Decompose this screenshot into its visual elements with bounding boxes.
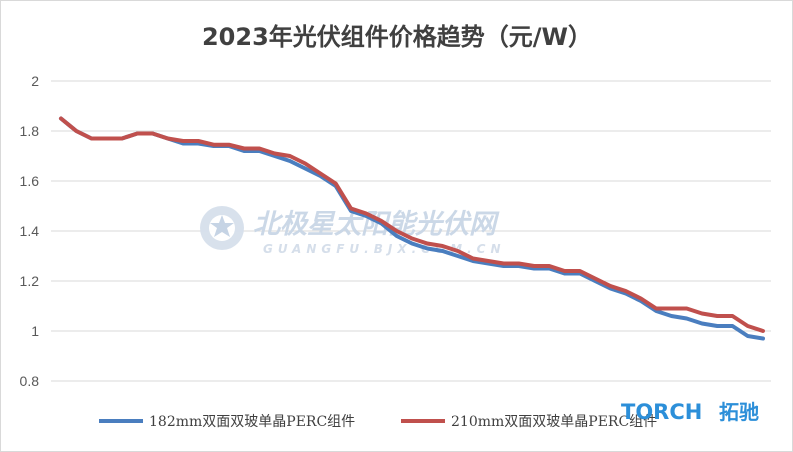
legend-label-182mm: 182mm双面双玻单晶PERC组件 xyxy=(149,414,355,430)
legend-label-210mm: 210mm双面双玻单晶PERC组件 xyxy=(451,414,657,430)
y-tick-label: 1.2 xyxy=(20,273,40,289)
y-axis-ticks: 2 1.8 1.6 1.4 1.2 1 0.8 xyxy=(20,73,40,389)
watermark: 北极星太阳能光伏网 GUANGFU.BJX.COM.CN xyxy=(200,206,506,256)
watermark-main-text: 北极星太阳能光伏网 xyxy=(253,209,500,240)
chart-title: 2023年光伏组件价格趋势（元/W） xyxy=(202,23,592,51)
brand-latin-text: TORCH xyxy=(621,400,702,424)
brand-cjk-text: 拓驰 xyxy=(719,400,759,424)
y-tick-label: 1 xyxy=(31,323,39,339)
y-tick-label: 1.6 xyxy=(20,173,40,189)
gridlines xyxy=(51,80,771,382)
y-tick-label: 1.8 xyxy=(20,123,40,139)
y-tick-label: 1.4 xyxy=(20,223,40,239)
brand-logo: TORCH 拓驰 xyxy=(621,400,759,424)
series-line-210mm xyxy=(59,116,765,333)
legend: 182mm双面双玻单晶PERC组件 210mm双面双玻单晶PERC组件 xyxy=(99,414,657,430)
series-lines xyxy=(59,116,765,341)
y-tick-label: 2 xyxy=(31,73,39,89)
y-tick-label: 0.8 xyxy=(20,373,40,389)
watermark-logo-icon xyxy=(200,206,244,250)
watermark-sub-text: GUANGFU.BJX.COM.CN xyxy=(263,242,506,256)
